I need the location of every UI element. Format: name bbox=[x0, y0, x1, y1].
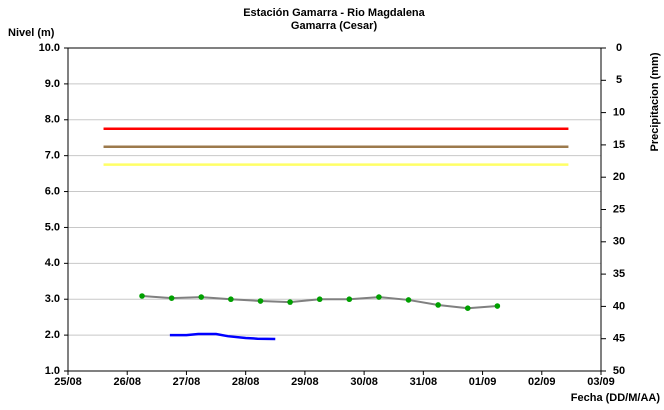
y-tick-label: 7.0 bbox=[45, 150, 60, 162]
data-point bbox=[228, 296, 234, 303]
y2-tick-label: 45 bbox=[613, 333, 625, 345]
y-tick-label: 4.0 bbox=[45, 257, 60, 269]
data-point bbox=[405, 297, 412, 303]
chart-title: Estación Gamarra - Rio Magdalena bbox=[243, 7, 425, 19]
data-point bbox=[139, 293, 145, 299]
data-point bbox=[494, 303, 501, 309]
data-point bbox=[168, 295, 175, 301]
y2-tick-label: 5 bbox=[616, 74, 622, 86]
plot-area bbox=[68, 48, 601, 371]
y-tick-label: 8.0 bbox=[45, 114, 60, 126]
data-line bbox=[169, 332, 276, 341]
x-tick-label: 31/08 bbox=[410, 376, 438, 388]
y2-tick-label: 30 bbox=[613, 236, 625, 248]
x-tick-label: 26/08 bbox=[113, 376, 141, 388]
y-tick-label: 6.0 bbox=[45, 185, 60, 197]
y-tick-label: 3.0 bbox=[45, 293, 60, 305]
y2-tick-label: 40 bbox=[613, 300, 625, 312]
x-tick-label: 03/09 bbox=[587, 376, 615, 388]
y2-tick-label: 10 bbox=[613, 107, 625, 119]
data-point bbox=[464, 305, 471, 311]
y-tick-label: 10.0 bbox=[39, 42, 60, 54]
x-tick-label: 27/08 bbox=[173, 376, 201, 388]
data-point bbox=[435, 302, 441, 308]
data-point bbox=[257, 298, 264, 304]
x-tick-label: 29/08 bbox=[291, 376, 319, 388]
data-point bbox=[287, 299, 293, 305]
x-tick-label: 25/08 bbox=[54, 376, 82, 388]
data-point bbox=[198, 294, 205, 300]
data-point bbox=[346, 296, 353, 303]
y2-tick-label: 15 bbox=[613, 139, 625, 151]
x-tick-label: 30/08 bbox=[350, 376, 378, 388]
x-axis-label: Fecha (DD/M/AA) bbox=[571, 392, 661, 404]
y2-tick-label: 50 bbox=[613, 365, 625, 377]
y-tick-label: 1.0 bbox=[45, 365, 60, 377]
y2-tick-label: 25 bbox=[613, 203, 625, 215]
x-tick-label: 02/09 bbox=[528, 376, 556, 388]
y-tick-label: 2.0 bbox=[45, 329, 60, 341]
y-tick-label: 5.0 bbox=[45, 221, 60, 233]
x-tick-label: 01/09 bbox=[469, 376, 497, 388]
data-point bbox=[376, 294, 382, 300]
y-tick-label: 9.0 bbox=[45, 78, 60, 90]
x-tick-label: 28/08 bbox=[232, 376, 260, 388]
chart-subtitle: Gamarra (Cesar) bbox=[291, 20, 378, 32]
plot-border bbox=[67, 47, 602, 372]
y2-tick-label: 0 bbox=[616, 42, 622, 54]
data-point bbox=[316, 296, 323, 303]
y2-tick-label: 35 bbox=[613, 268, 625, 280]
y2-tick-label: 20 bbox=[613, 171, 625, 183]
y-axis-label: Nivel (m) bbox=[8, 27, 55, 39]
y2-axis-label: Precipitacion (mm) bbox=[649, 52, 661, 151]
